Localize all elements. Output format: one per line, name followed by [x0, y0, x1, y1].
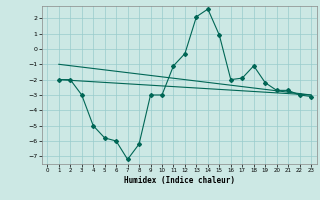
X-axis label: Humidex (Indice chaleur): Humidex (Indice chaleur) [124, 176, 235, 185]
